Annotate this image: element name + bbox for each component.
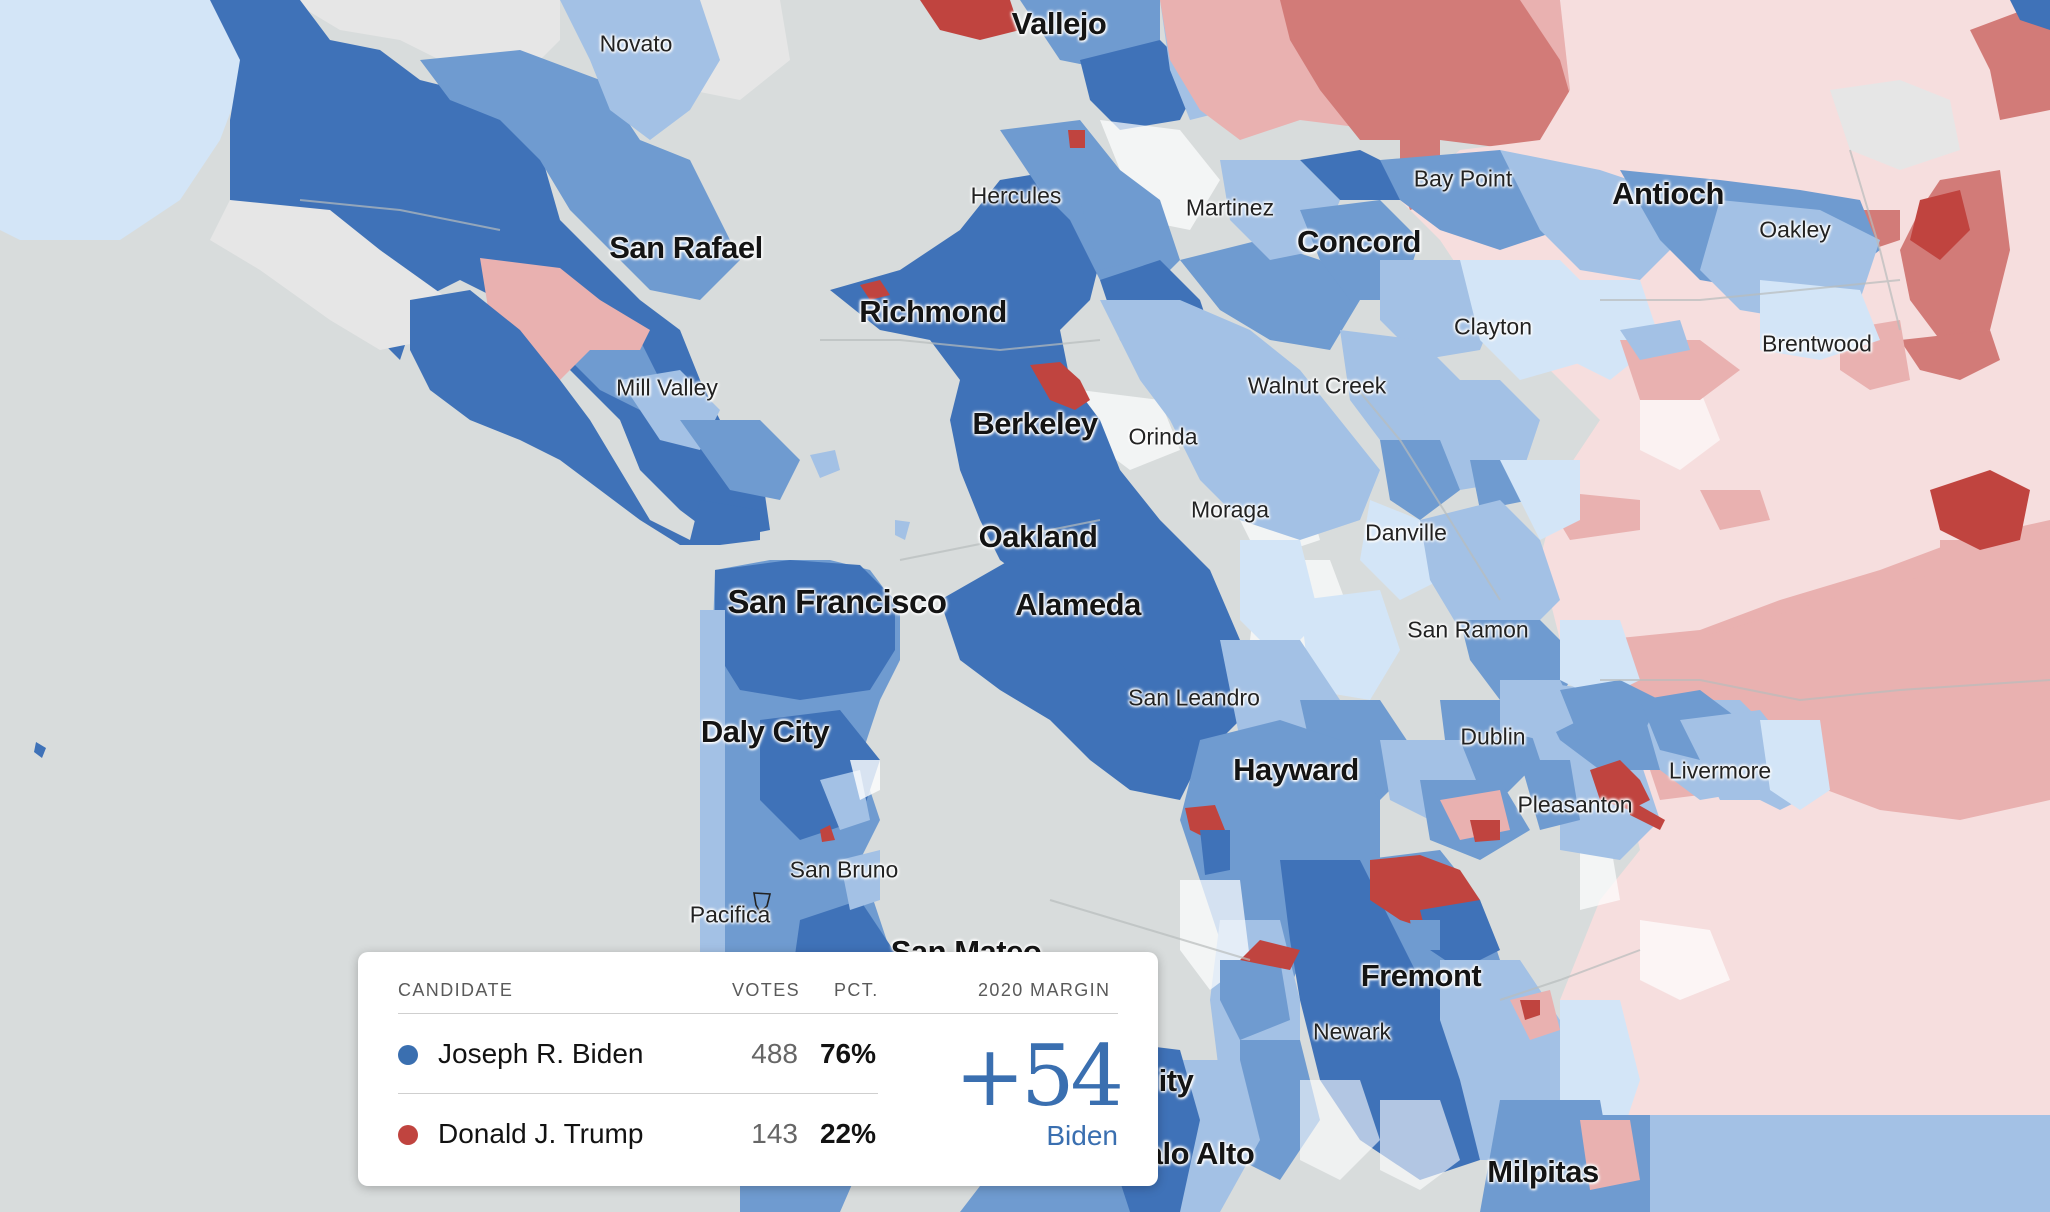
label-daly-city: Daly City bbox=[700, 714, 830, 749]
label-dublin: Dublin bbox=[1460, 723, 1526, 750]
candidate-votes: 143 bbox=[751, 1118, 798, 1149]
candidate-pct: 22% bbox=[819, 1118, 876, 1149]
label-moraga: Moraga bbox=[1191, 496, 1269, 523]
header-divider bbox=[398, 1013, 1118, 1014]
candidate-name: Donald J. Trump bbox=[438, 1118, 644, 1149]
biden-dot-icon bbox=[398, 1045, 418, 1065]
label-walnut-creek: Walnut Creek bbox=[1247, 372, 1387, 399]
label-vallejo: Vallejo bbox=[1011, 6, 1107, 41]
label-city-fragment: ity bbox=[1158, 1063, 1194, 1098]
header-votes: VOTES bbox=[732, 980, 801, 1000]
trump-dot-icon bbox=[398, 1125, 418, 1145]
label-san-ramon: San Ramon bbox=[1407, 616, 1529, 643]
header-margin: 2020 MARGIN bbox=[978, 980, 1111, 1000]
label-novato: Novato bbox=[599, 30, 673, 57]
results-tooltip: CANDIDATE VOTES PCT. 2020 MARGIN Joseph … bbox=[358, 952, 1158, 1186]
candidate-votes: 488 bbox=[751, 1038, 798, 1069]
label-san-leandro: San Leandro bbox=[1128, 684, 1260, 711]
margin-value: +54 bbox=[954, 1027, 1124, 1125]
row-divider bbox=[398, 1093, 878, 1094]
label-oakland: Oakland bbox=[978, 519, 1098, 554]
label-fremont: Fremont bbox=[1360, 958, 1482, 993]
label-hayward: Hayward bbox=[1233, 752, 1359, 787]
header-candidate: CANDIDATE bbox=[398, 980, 514, 1000]
label-pleasanton: Pleasanton bbox=[1517, 791, 1633, 818]
label-martinez: Martinez bbox=[1185, 194, 1275, 221]
candidate-name: Joseph R. Biden bbox=[438, 1038, 644, 1069]
label-orinda: Orinda bbox=[1128, 423, 1198, 450]
label-berkeley: Berkeley bbox=[972, 406, 1098, 441]
label-mill-valley: Mill Valley bbox=[616, 374, 718, 401]
label-richmond: Richmond bbox=[859, 294, 1007, 329]
label-newark: Newark bbox=[1313, 1018, 1391, 1045]
label-milpitas: Milpitas bbox=[1487, 1154, 1599, 1189]
label-clayton: Clayton bbox=[1454, 313, 1532, 340]
label-bay-point: Bay Point bbox=[1413, 165, 1513, 192]
label-san-bruno: San Bruno bbox=[789, 856, 899, 883]
label-antioch: Antioch bbox=[1612, 176, 1724, 211]
label-alameda: Alameda bbox=[1015, 587, 1141, 622]
label-hercules: Hercules bbox=[970, 182, 1062, 209]
label-danville: Danville bbox=[1365, 519, 1447, 546]
candidate-pct: 76% bbox=[819, 1038, 876, 1069]
label-livermore: Livermore bbox=[1668, 757, 1772, 784]
margin-winner: Biden bbox=[1046, 1120, 1118, 1151]
label-concord: Concord bbox=[1297, 224, 1421, 259]
label-oakley: Oakley bbox=[1759, 216, 1831, 243]
label-pacifica: Pacifica bbox=[689, 901, 771, 928]
label-palo-alto: alo Alto bbox=[1145, 1136, 1255, 1171]
label-san-rafael: San Rafael bbox=[609, 230, 763, 265]
header-pct: PCT. bbox=[834, 980, 879, 1000]
label-brentwood: Brentwood bbox=[1762, 330, 1872, 357]
label-san-francisco: San Francisco bbox=[727, 583, 947, 620]
